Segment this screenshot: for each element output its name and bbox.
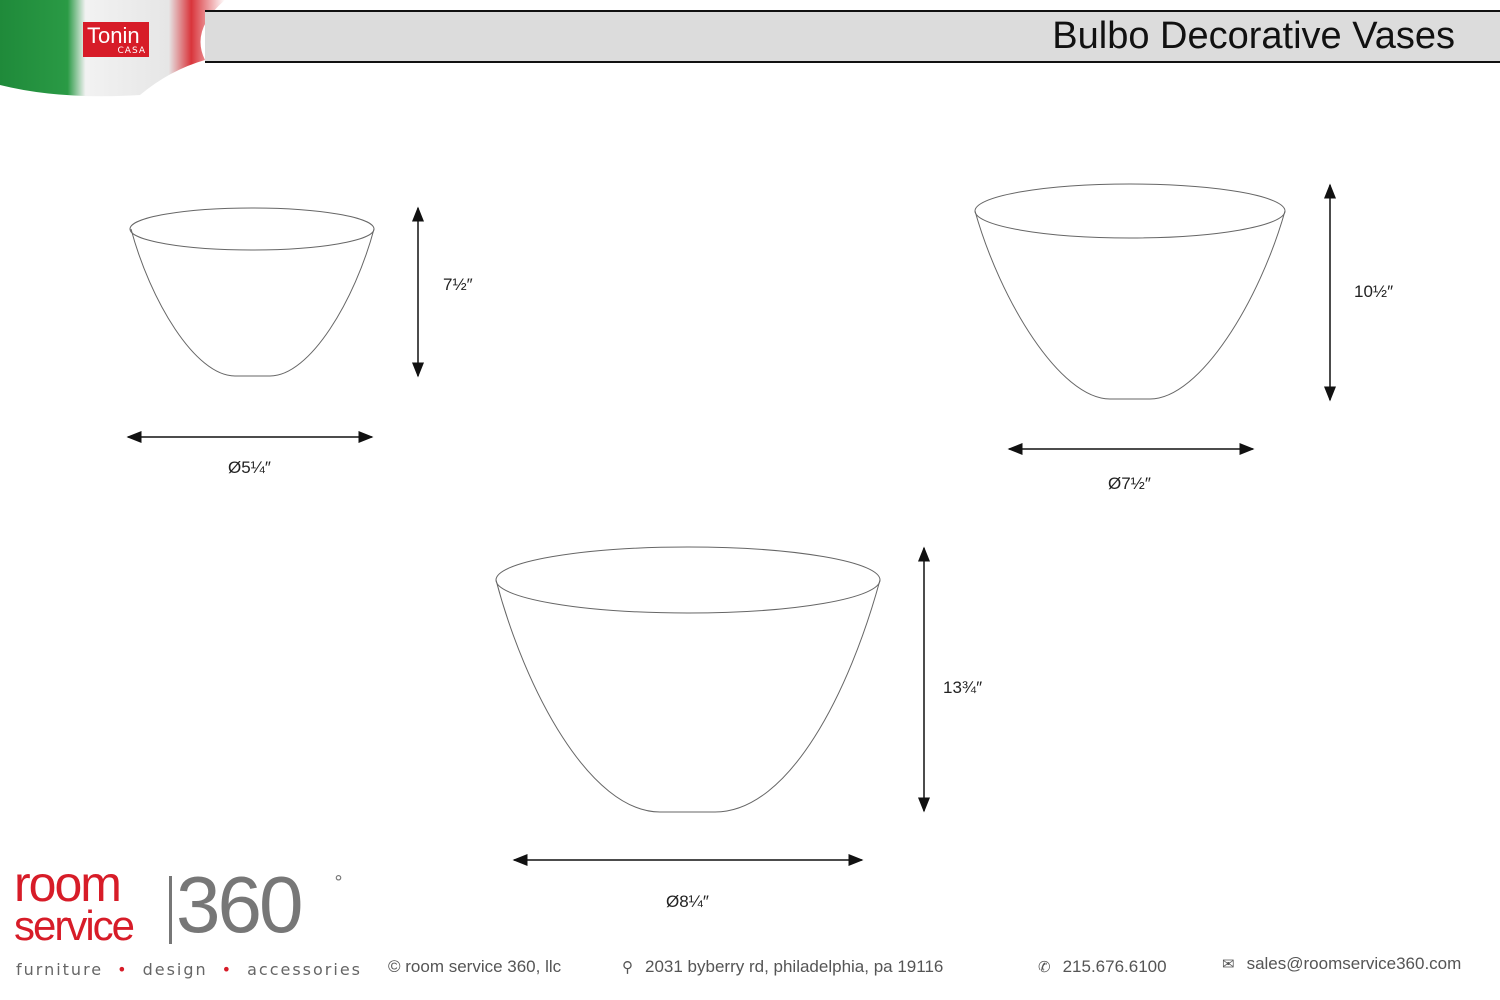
logo-room: room — [14, 856, 122, 912]
vase-medium — [974, 183, 1286, 400]
dimension-arrows — [126, 183, 1336, 866]
phone-text[interactable]: 215.676.6100 — [1062, 957, 1167, 976]
phone[interactable]: ✆ 215.676.6100 — [1038, 957, 1167, 977]
copyright: © room service 360, llc — [388, 957, 562, 976]
logo-divider — [169, 876, 172, 944]
logo-service: service — [14, 902, 135, 949]
email[interactable]: ✉ sales@roomservice360.com — [1222, 954, 1461, 974]
tagline-furniture: furniture — [16, 960, 104, 979]
logo-degree: ° — [334, 872, 343, 893]
height-label-large: 13¾″ — [943, 678, 983, 697]
diameter-label-small: Ø5¼″ — [228, 458, 271, 477]
phone-icon: ✆ — [1038, 959, 1051, 976]
envelope-icon: ✉ — [1222, 956, 1235, 973]
vase-large — [495, 546, 881, 813]
tagline: furniture • design • accessories — [16, 960, 362, 979]
map-pin-icon: ⚲ — [622, 959, 633, 976]
tagline-accessories: accessories — [247, 960, 362, 979]
logo-subtext: CASA — [117, 46, 146, 56]
vase-small — [129, 207, 375, 377]
height-label-medium: 10½″ — [1354, 282, 1394, 301]
tagline-design: design — [142, 960, 208, 979]
page-title: Bulbo Decorative Vases — [1052, 15, 1455, 57]
header-bar: Bulbo Decorative Vases — [205, 10, 1500, 63]
height-label-small: 7½″ — [443, 275, 473, 294]
diameter-label-medium: Ø7½″ — [1108, 474, 1151, 493]
email-link[interactable]: sales@roomservice360.com — [1246, 954, 1462, 973]
diameter-label-large: Ø8¼″ — [666, 892, 709, 911]
logo-360: 360 — [176, 860, 303, 949]
address-text: 2031 byberry rd, philadelphia, pa 19116 — [645, 957, 944, 976]
address: ⚲ 2031 byberry rd, philadelphia, pa 19116 — [622, 957, 943, 977]
logo-text: Tonin — [87, 23, 140, 48]
tonin-casa-logo: Tonin CASA — [83, 22, 149, 57]
